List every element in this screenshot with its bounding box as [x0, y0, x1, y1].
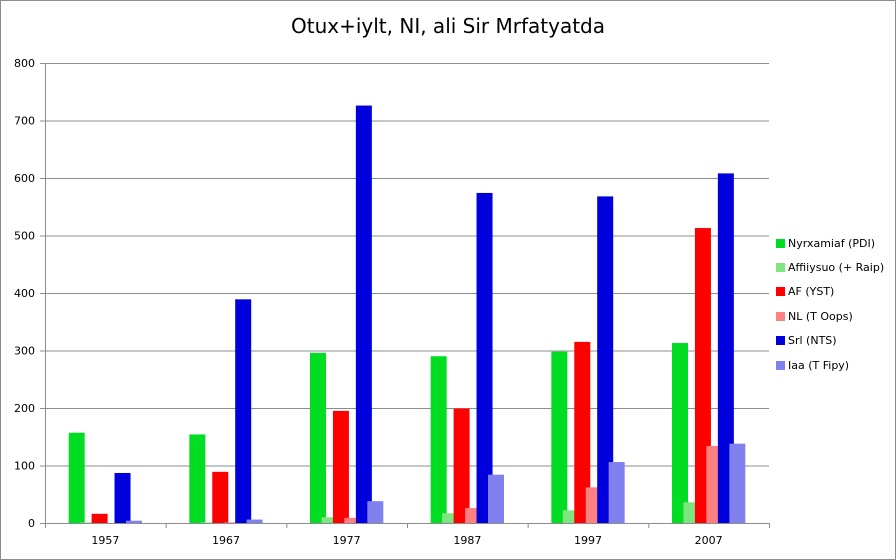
x-tick-label: 1957	[91, 534, 119, 547]
bar-2007-series-1	[672, 343, 689, 523]
legend-label: Nyrxamiaf (PDI)	[788, 236, 876, 250]
bar-1967-series-2	[200, 522, 217, 523]
y-tick-label: 100	[14, 460, 35, 473]
bar-1977-series-5	[355, 105, 372, 524]
bar-1997-series-6	[608, 462, 625, 523]
legend-label: Iaa (T Fipy)	[788, 358, 850, 372]
bar-1967-series-6	[246, 519, 263, 523]
chart-legend: Nyrxamiaf (PDI) Affiiysuo (+ Raip) AF (YST…	[776, 231, 894, 377]
x-tick-label: 1967	[212, 534, 240, 547]
bar-1957-series-5	[114, 472, 131, 523]
y-tick-label: 800	[14, 57, 35, 70]
y-tick-label: 600	[14, 172, 35, 185]
legend-swatch	[776, 311, 785, 321]
bar-1957-series-2	[80, 522, 97, 523]
chart-title: Otux+iylt, NI, ali Sir Mrfatyatda	[291, 14, 605, 38]
legend-item: Iaa (T Fipy)	[776, 353, 894, 377]
bar-1967-series-5	[235, 299, 252, 523]
bar-1987-series-3	[453, 408, 470, 523]
legend-item: Nyrxamiaf (PDI)	[776, 231, 894, 255]
legend-swatch	[776, 336, 785, 346]
bar-1977-series-3	[332, 410, 349, 523]
legend-item: AF (YST)	[776, 280, 894, 304]
legend-item: Srl (NTS)	[776, 329, 894, 353]
legend-item: Affiiysuo (+ Raip)	[776, 255, 894, 279]
bar-1987-series-1	[430, 356, 447, 523]
bar-1957-series-1	[68, 432, 85, 523]
bar-2007-series-5	[717, 173, 734, 523]
legend-swatch	[776, 238, 785, 248]
y-tick-label: 400	[14, 287, 35, 300]
bar-1987-series-6	[487, 474, 504, 523]
bar-1977-series-6	[367, 501, 384, 523]
y-tick-label: 700	[14, 115, 35, 128]
legend-label: Srl (NTS)	[788, 334, 837, 348]
legend-label: NL (T Oops)	[788, 309, 853, 323]
bar-1977-series-2	[321, 517, 338, 523]
x-tick-label: 1997	[574, 534, 602, 547]
y-tick-label: 500	[14, 230, 35, 243]
legend-label: AF (YST)	[788, 285, 835, 299]
bar-1957-series-3	[91, 513, 108, 523]
bar-1967-series-4	[223, 522, 240, 523]
y-tick-label: 200	[14, 402, 35, 415]
bar-1987-series-5	[476, 192, 493, 523]
bar-1997-series-1	[551, 351, 568, 523]
legend-swatch	[776, 287, 785, 297]
bar-1967-series-3	[212, 471, 229, 523]
x-tick-label: 1987	[453, 534, 481, 547]
x-tick-label: 2007	[695, 534, 723, 547]
legend-swatch	[776, 360, 785, 370]
bar-1977-series-1	[310, 352, 327, 523]
legend-swatch	[776, 263, 785, 273]
bar-1977-series-4	[344, 517, 361, 523]
y-tick-label: 0	[28, 517, 35, 530]
bar-1997-series-3	[574, 341, 591, 523]
bar-1957-series-6	[125, 520, 142, 523]
bar-1997-series-5	[597, 196, 614, 523]
x-tick-label: 1977	[333, 534, 361, 547]
bar-1967-series-1	[189, 434, 206, 523]
bar-1987-series-2	[442, 513, 459, 523]
y-tick-label: 300	[14, 345, 35, 358]
legend-label: Affiiysuo (+ Raip)	[788, 261, 885, 275]
legend-item: NL (T Oops)	[776, 304, 894, 328]
bar-2007-series-6	[729, 443, 746, 523]
